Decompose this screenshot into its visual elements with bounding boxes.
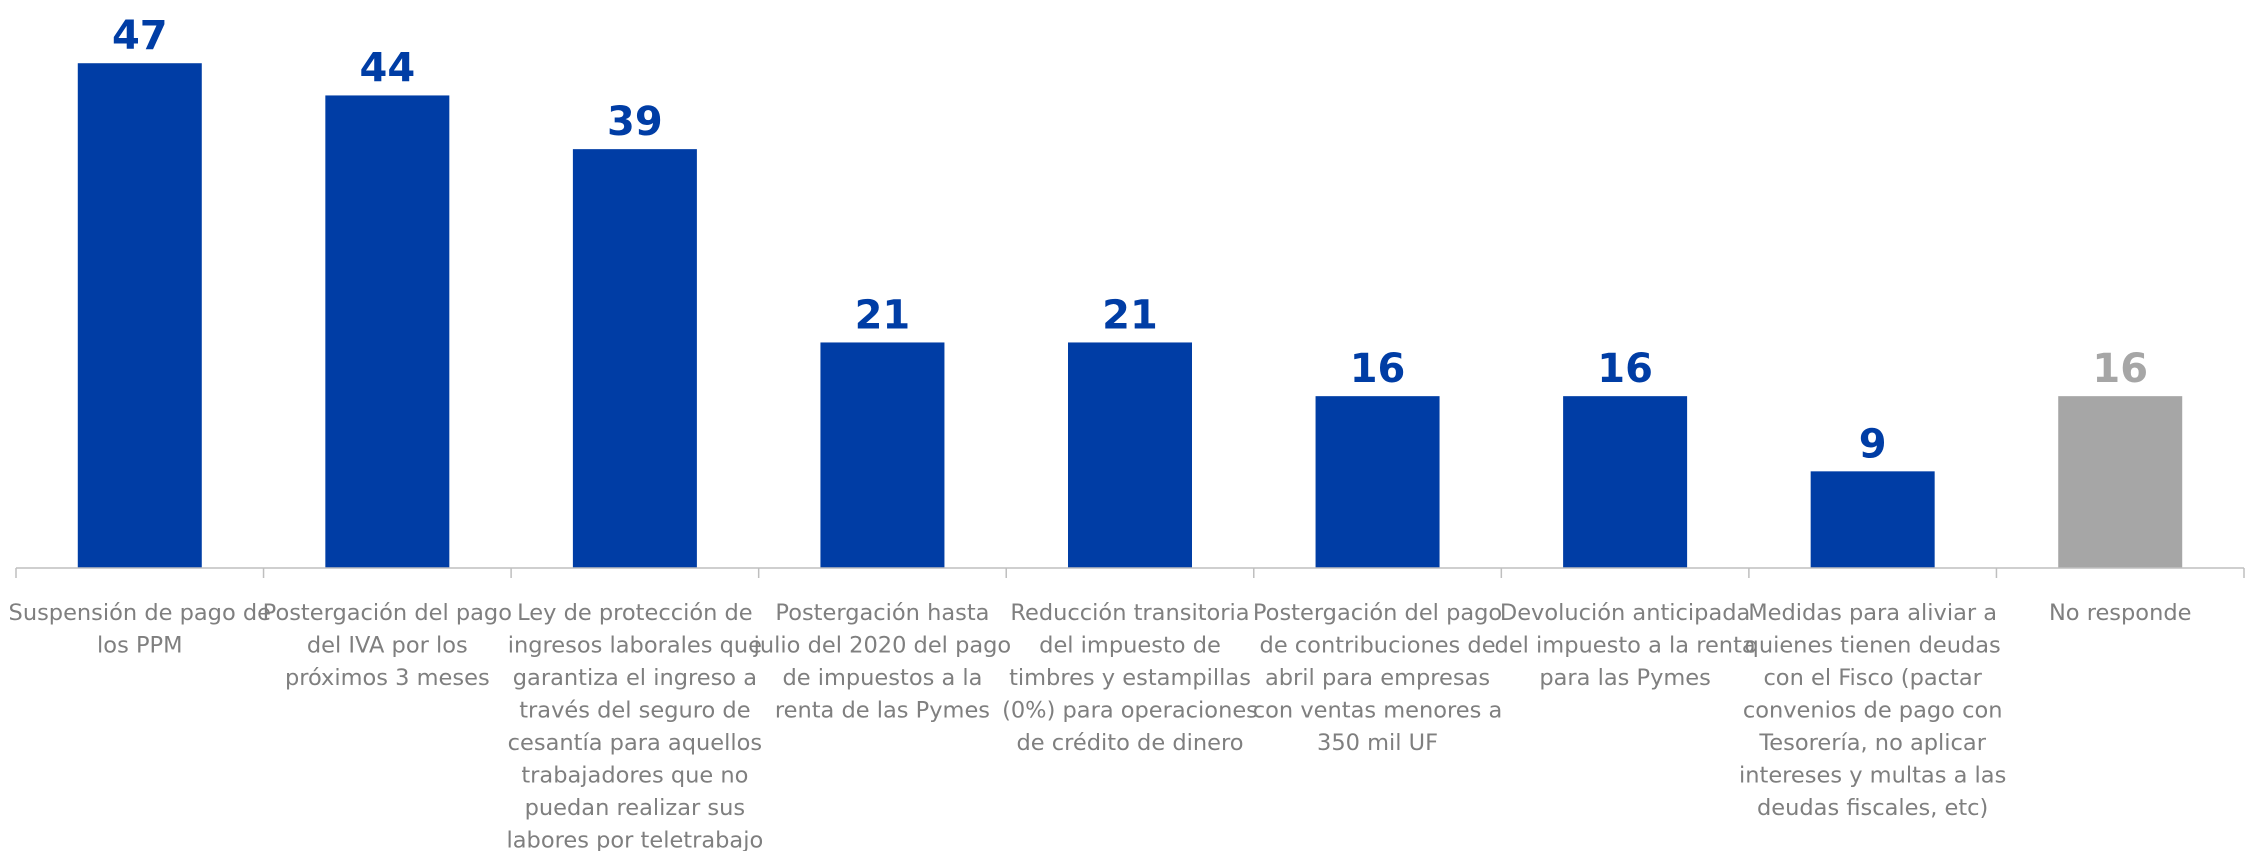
bar-1: [77, 63, 202, 568]
value-label-9: 16: [2092, 346, 2148, 392]
bar-6: [1315, 396, 1440, 568]
value-label-8: 9: [1859, 421, 1887, 467]
category-label-line: Devolución anticipada: [1500, 600, 1750, 626]
bars-group: [77, 63, 2183, 568]
bar-7: [1563, 396, 1688, 568]
category-label-line: Postergación hasta: [775, 600, 989, 626]
category-label-line: deudas fiscales, etc): [1757, 795, 1988, 821]
category-label-line: abril para empresas: [1265, 665, 1490, 691]
category-label-line: intereses y multas a las: [1739, 763, 2006, 789]
category-label-line: del impuesto de: [1039, 633, 1221, 659]
category-label-5: Reducción transitoria del impuesto de timb…: [1002, 600, 1258, 756]
category-label-line: garantiza el ingreso a: [513, 665, 757, 691]
value-label-1: 47: [112, 13, 168, 59]
category-label-line: ingresos laborales que: [508, 633, 762, 659]
category-label-line: de impuestos a la: [782, 665, 982, 691]
category-label-line: través del seguro de: [519, 698, 750, 724]
category-label-line: labores por teletrabajo: [507, 828, 764, 851]
category-label-line: trabajadores que no: [521, 763, 748, 789]
bar-3: [572, 149, 697, 568]
category-label-line: con ventas menores a: [1253, 698, 1503, 724]
value-label-2: 44: [359, 45, 415, 91]
category-label-line: No responde: [2049, 600, 2192, 626]
category-label-line: de crédito de dinero: [1017, 730, 1244, 756]
category-label-line: renta de las Pymes: [775, 698, 990, 724]
category-label-line: Medidas para aliviar a: [1748, 600, 1997, 626]
category-label-4: Postergación hasta julio del 2020 del pag…: [753, 600, 1012, 724]
category-label-line: los PPM: [97, 633, 182, 659]
category-label-2: Postergación del pago del IVA por los próx…: [263, 600, 512, 691]
category-label-9: No responde: [2049, 600, 2192, 626]
category-label-line: Suspensión de pago de: [9, 600, 271, 626]
category-label-line: timbres y estampillas: [1009, 665, 1251, 691]
value-labels-group: 47 44 39 21 21 16 16 9 16: [112, 13, 2148, 467]
category-label-6: Postergación del pago de contribuciones d…: [1253, 600, 1503, 756]
bar-5: [1068, 342, 1192, 568]
category-label-line: Reducción transitoria: [1010, 600, 1249, 626]
category-label-1: Suspensión de pago de los PPM: [9, 600, 271, 659]
value-label-4: 21: [855, 292, 911, 338]
category-label-line: julio del 2020 del pago: [753, 633, 1012, 659]
bar-9: [2058, 396, 2183, 568]
bar-8: [1810, 471, 1935, 568]
category-label-line: 350 mil UF: [1317, 730, 1438, 756]
category-label-line: con el Fisco (pactar: [1763, 665, 1982, 691]
category-label-line: Postergación del pago: [1253, 600, 1502, 626]
category-label-line: (0%) para operaciones: [1002, 698, 1258, 724]
category-label-line: Postergación del pago: [263, 600, 512, 626]
category-label-8: Medidas para aliviar a quienes tienen deu…: [1739, 600, 2006, 821]
category-label-line: de contribuciones de: [1260, 633, 1496, 659]
category-label-line: para las Pymes: [1539, 665, 1711, 691]
category-labels-group: Suspensión de pago de los PPM Postergación…: [9, 600, 2192, 851]
bar-2: [325, 95, 450, 568]
value-label-3: 39: [607, 99, 663, 145]
category-label-line: próximos 3 meses: [285, 665, 490, 691]
category-label-line: convenios de pago con: [1743, 698, 2003, 724]
category-label-line: Ley de protección de: [517, 600, 753, 626]
category-label-3: Ley de protección de ingresos laborales q…: [507, 600, 764, 851]
value-label-7: 16: [1597, 346, 1653, 392]
x-axis: [15, 567, 2245, 578]
category-label-line: cesantía para aquellos: [508, 730, 762, 756]
category-label-7: Devolución anticipada del impuesto a la r…: [1495, 600, 1756, 691]
bar-4: [820, 342, 945, 568]
category-label-line: del IVA por los: [307, 633, 468, 659]
category-label-line: del impuesto a la renta: [1495, 633, 1756, 659]
category-label-line: puedan realizar sus: [525, 795, 745, 821]
value-label-6: 16: [1350, 346, 1406, 392]
category-label-line: quienes tienen deudas: [1745, 633, 2001, 659]
value-label-5: 21: [1102, 292, 1158, 338]
category-label-line: Tesorería, no aplicar: [1758, 730, 1986, 756]
